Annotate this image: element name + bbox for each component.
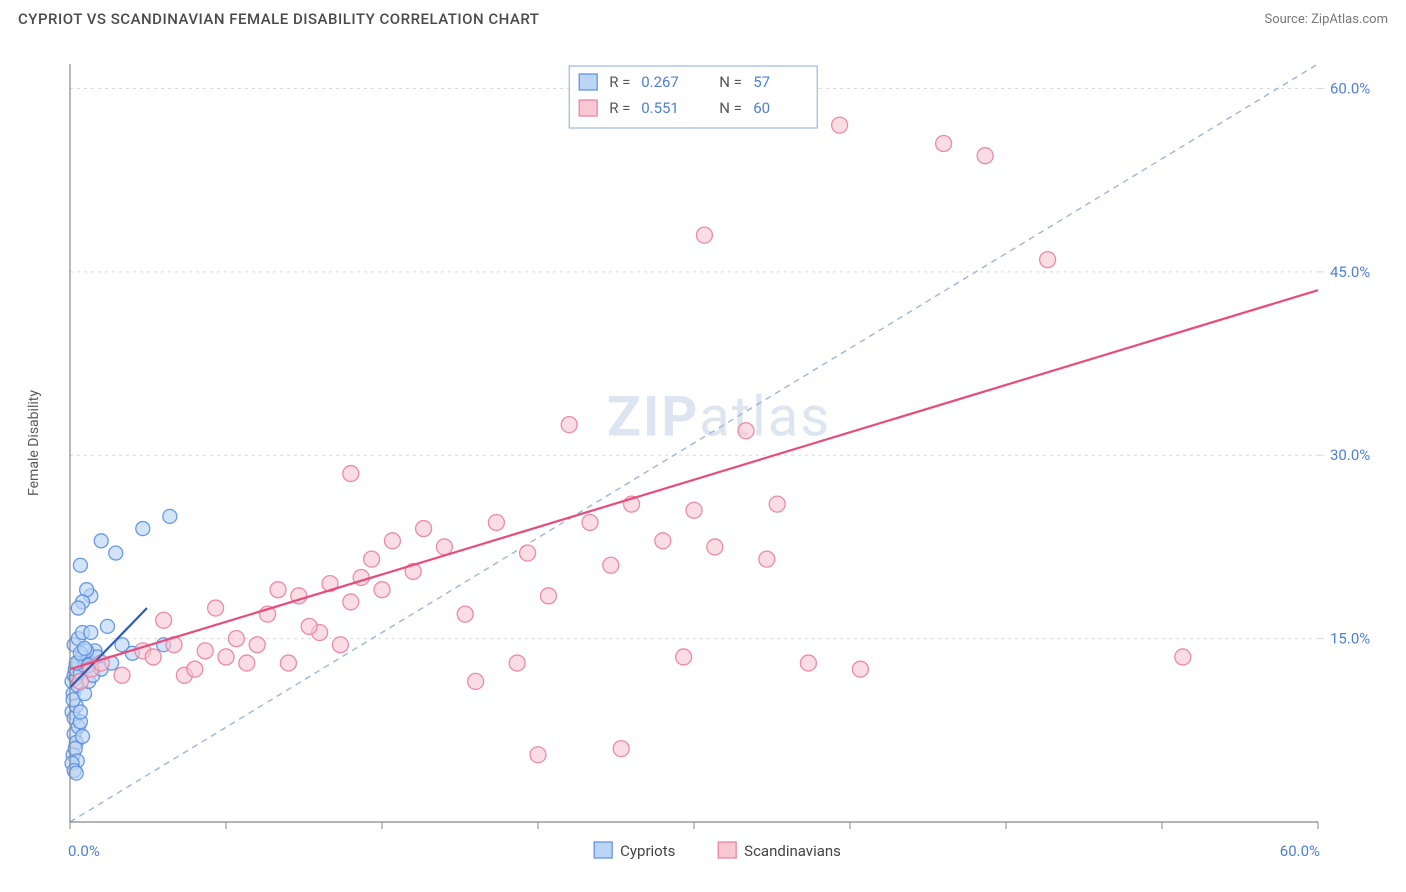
point-scandinavians bbox=[686, 502, 702, 518]
point-cypriots bbox=[100, 619, 114, 633]
point-scandinavians bbox=[114, 667, 130, 683]
point-scandinavians bbox=[1040, 252, 1056, 268]
legend-r-value: 0.267 bbox=[641, 73, 679, 91]
point-scandinavians bbox=[343, 466, 359, 482]
point-scandinavians bbox=[1175, 649, 1191, 665]
point-scandinavians bbox=[187, 661, 203, 677]
legend-r-value: 0.551 bbox=[641, 99, 679, 117]
point-scandinavians bbox=[364, 551, 380, 567]
point-scandinavians bbox=[530, 747, 546, 763]
point-cypriots bbox=[73, 558, 87, 572]
point-cypriots bbox=[94, 534, 108, 548]
point-cypriots bbox=[75, 729, 89, 743]
point-scandinavians bbox=[468, 673, 484, 689]
y-tick-label: 45.0% bbox=[1330, 263, 1370, 281]
point-cypriots bbox=[71, 601, 85, 615]
source-attribution: Source: ZipAtlas.com bbox=[1264, 12, 1388, 27]
legend-swatch bbox=[718, 842, 736, 858]
point-scandinavians bbox=[696, 227, 712, 243]
legend-n-label: N = bbox=[719, 99, 742, 117]
legend-swatch bbox=[579, 100, 597, 116]
point-scandinavians bbox=[145, 649, 161, 665]
point-scandinavians bbox=[332, 637, 348, 653]
stats-legend-box bbox=[569, 66, 817, 128]
point-cypriots bbox=[78, 641, 92, 655]
point-scandinavians bbox=[540, 588, 556, 604]
point-scandinavians bbox=[218, 649, 234, 665]
point-scandinavians bbox=[832, 117, 848, 133]
point-scandinavians bbox=[436, 539, 452, 555]
point-scandinavians bbox=[343, 594, 359, 610]
chart-title: CYPRIOT VS SCANDINAVIAN FEMALE DISABILIT… bbox=[18, 10, 539, 28]
legend-n-value: 57 bbox=[753, 73, 770, 91]
point-scandinavians bbox=[707, 539, 723, 555]
point-scandinavians bbox=[488, 514, 504, 530]
point-scandinavians bbox=[582, 514, 598, 530]
legend-series-label: Scandinavians bbox=[744, 842, 841, 860]
y-tick-label: 60.0% bbox=[1330, 79, 1370, 97]
legend-r-label: R = bbox=[609, 99, 630, 117]
point-cypriots bbox=[73, 705, 87, 719]
x-tick-label: 0.0% bbox=[68, 842, 100, 860]
correlation-scatter-chart: ZIPatlas 0.0% 60.0% 15.0% 30.0% 45.0% 60.0% Fem… bbox=[18, 42, 1388, 874]
point-scandinavians bbox=[208, 600, 224, 616]
point-cypriots bbox=[84, 626, 98, 640]
watermark: ZIPatlas bbox=[607, 383, 831, 449]
point-scandinavians bbox=[301, 618, 317, 634]
point-scandinavians bbox=[197, 643, 213, 659]
point-scandinavians bbox=[374, 582, 390, 598]
point-scandinavians bbox=[228, 631, 244, 647]
point-scandinavians bbox=[561, 417, 577, 433]
point-scandinavians bbox=[852, 661, 868, 677]
chart-container: ZIPatlas 0.0% 60.0% 15.0% 30.0% 45.0% 60.0% Fem… bbox=[18, 42, 1388, 874]
point-scandinavians bbox=[249, 637, 265, 653]
point-cypriots bbox=[69, 766, 83, 780]
y-tick-label: 15.0% bbox=[1330, 630, 1370, 648]
point-scandinavians bbox=[759, 551, 775, 567]
point-cypriots bbox=[163, 509, 177, 523]
point-scandinavians bbox=[416, 521, 432, 537]
point-scandinavians bbox=[384, 533, 400, 549]
point-cypriots bbox=[109, 546, 123, 560]
y-tick-label: 30.0% bbox=[1330, 446, 1370, 464]
point-scandinavians bbox=[457, 606, 473, 622]
point-scandinavians bbox=[156, 612, 172, 628]
legend-n-value: 60 bbox=[753, 99, 770, 117]
point-scandinavians bbox=[509, 655, 525, 671]
point-scandinavians bbox=[603, 557, 619, 573]
point-scandinavians bbox=[800, 655, 816, 671]
legend-series-label: Cypriots bbox=[620, 842, 675, 860]
point-scandinavians bbox=[280, 655, 296, 671]
point-scandinavians bbox=[239, 655, 255, 671]
legend-swatch bbox=[579, 74, 597, 90]
point-scandinavians bbox=[520, 545, 536, 561]
point-cypriots bbox=[136, 522, 150, 536]
point-scandinavians bbox=[738, 423, 754, 439]
point-scandinavians bbox=[655, 533, 671, 549]
point-scandinavians bbox=[769, 496, 785, 512]
legend-n-label: N = bbox=[719, 73, 742, 91]
point-scandinavians bbox=[936, 135, 952, 151]
point-scandinavians bbox=[270, 582, 286, 598]
x-tick-label: 60.0% bbox=[1280, 842, 1320, 860]
point-scandinavians bbox=[977, 148, 993, 164]
legend-swatch bbox=[594, 842, 612, 858]
point-scandinavians bbox=[613, 741, 629, 757]
y-axis-label: Female Disability bbox=[26, 390, 42, 496]
point-scandinavians bbox=[676, 649, 692, 665]
legend-r-label: R = bbox=[609, 73, 630, 91]
